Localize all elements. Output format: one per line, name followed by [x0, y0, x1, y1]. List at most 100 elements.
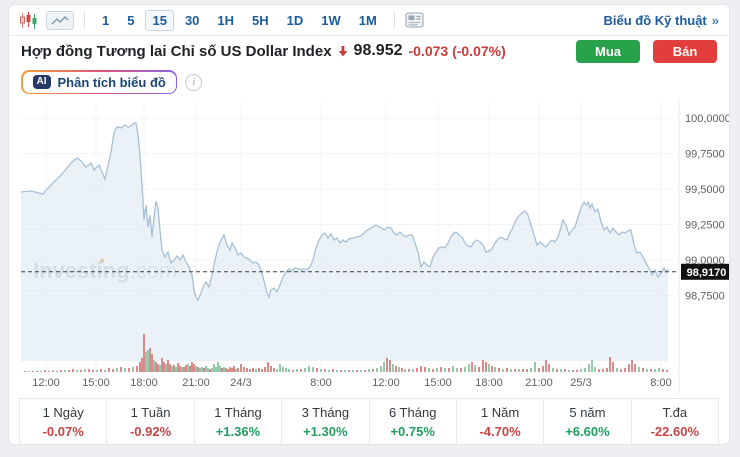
candlestick-chart-icon[interactable] [19, 11, 39, 29]
volume-bar [389, 360, 391, 372]
volume-bar [273, 368, 275, 372]
volume-bar [612, 362, 614, 372]
x-axis-tick-label[interactable]: 24/3 [230, 377, 251, 389]
volume-bar [620, 369, 622, 372]
volume-bar [448, 368, 450, 372]
volume-bar [545, 360, 547, 372]
volume-bar [48, 371, 50, 372]
summary-panel-icon[interactable] [405, 12, 424, 28]
volume-bar [139, 362, 141, 372]
timeframe-button-15[interactable]: 15 [145, 9, 174, 31]
x-axis-tick-label[interactable]: 21:00 [525, 377, 553, 389]
volume-bar [609, 357, 611, 372]
volume-bar [215, 367, 217, 372]
timeframe-button-1d[interactable]: 1D [286, 12, 304, 28]
x-axis-tick-label[interactable]: 8:00 [650, 377, 671, 389]
x-axis-tick-label[interactable]: 25/3 [570, 377, 591, 389]
volume-bar [132, 367, 134, 372]
volume-bar [624, 368, 626, 372]
timeframe-button-30[interactable]: 30 [184, 12, 200, 28]
y-axis-tick-label: 98,7500 [685, 291, 725, 303]
volume-bar [526, 369, 528, 372]
volume-bar [510, 369, 512, 372]
volume-bar [64, 370, 66, 372]
volume-bar [141, 358, 143, 372]
line-chart-icon[interactable] [46, 10, 74, 30]
perf-cell-1-month[interactable]: 1 Tháng +1.36% [195, 399, 283, 444]
volume-bar [165, 364, 167, 372]
perf-cell-max[interactable]: T.đa -22.60% [632, 399, 718, 444]
x-axis-tick-label[interactable]: 12:00 [32, 377, 60, 389]
perf-cell-5-years[interactable]: 5 năm +6.60% [544, 399, 632, 444]
volume-bar [120, 367, 122, 372]
volume-bar [171, 366, 173, 372]
volume-bar [229, 367, 231, 372]
volume-bar [246, 368, 248, 372]
sell-button[interactable]: Bán [653, 39, 717, 63]
perf-cell-1-day[interactable]: 1 Ngày -0.07% [20, 399, 108, 444]
buy-button[interactable]: Mua [576, 39, 640, 63]
volume-bar [255, 369, 257, 372]
perf-cell-1-year[interactable]: 1 Năm -4.70% [457, 399, 545, 444]
volume-bar [96, 370, 98, 372]
x-axis-tick-label[interactable]: 8:00 [310, 377, 331, 389]
volume-bar [258, 368, 260, 372]
x-axis-tick-label[interactable]: 12:00 [372, 377, 400, 389]
volume-bar [149, 348, 151, 372]
volume-bar [436, 368, 438, 372]
volume-bar [580, 369, 582, 372]
price-chart[interactable]: Investing.com98,9170100,000099,750099,50… [9, 98, 730, 394]
volume-bar [356, 370, 358, 372]
volume-bar [193, 364, 195, 372]
perf-value: +6.60% [565, 424, 610, 439]
volume-bar [288, 369, 290, 372]
volume-bar [169, 364, 171, 372]
timeframe-button-5h[interactable]: 5H [252, 12, 269, 28]
volume-bar [380, 366, 382, 372]
x-axis-tick-label[interactable]: 15:00 [424, 377, 452, 389]
volume-bar [428, 368, 430, 372]
timeframe-button-1w[interactable]: 1W [321, 12, 341, 28]
timeframe-button-1[interactable]: 1 [102, 12, 110, 28]
volume-bar [221, 368, 223, 372]
perf-label: 1 Tuần [130, 405, 171, 420]
price-line [20, 122, 669, 302]
volume-bar [261, 369, 263, 372]
timeframe-button-1m[interactable]: 1M [358, 12, 377, 28]
perf-cell-1-week[interactable]: 1 Tuần -0.92% [107, 399, 195, 444]
volume-bar [646, 369, 648, 372]
volume-bar [478, 367, 480, 372]
volume-bar [173, 365, 175, 372]
technical-chart-link[interactable]: Biểu đồ Kỹ thuật » [603, 13, 719, 28]
volume-bar [631, 360, 633, 372]
perf-cell-3-months[interactable]: 3 Tháng +1.30% [282, 399, 370, 444]
volume-bar [638, 367, 640, 372]
perf-cell-6-months[interactable]: 6 Tháng +0.75% [370, 399, 457, 444]
volume-bar [666, 370, 668, 372]
volume-bar [155, 362, 157, 372]
volume-bar [195, 366, 197, 372]
volume-bar [32, 371, 34, 372]
volume-bar [225, 368, 227, 372]
volume-bar [328, 370, 330, 372]
volume-bar [44, 370, 46, 372]
timeframe-button-1h[interactable]: 1H [217, 12, 235, 28]
volume-bar [588, 364, 590, 372]
x-axis-tick-label[interactable]: 18:00 [475, 377, 503, 389]
volume-bar [392, 364, 394, 372]
x-axis-tick-label[interactable]: 18:00 [130, 377, 158, 389]
x-axis-tick-label[interactable]: 15:00 [82, 377, 110, 389]
volume-bar [147, 350, 149, 372]
volume-bar [658, 368, 660, 372]
volume-bar [191, 362, 193, 372]
y-axis-tick-label: 99,2500 [685, 220, 725, 232]
x-axis-tick-label[interactable]: 21:00 [182, 377, 210, 389]
volume-bar [213, 364, 215, 372]
info-icon[interactable] [185, 73, 203, 91]
volume-bar [602, 369, 604, 372]
ai-analysis-button[interactable]: AI Phân tích biểu đồ [21, 70, 178, 94]
volume-bar [320, 369, 322, 372]
volume-bar [376, 368, 378, 372]
volume-bar [468, 364, 470, 372]
timeframe-button-5[interactable]: 5 [127, 12, 135, 28]
